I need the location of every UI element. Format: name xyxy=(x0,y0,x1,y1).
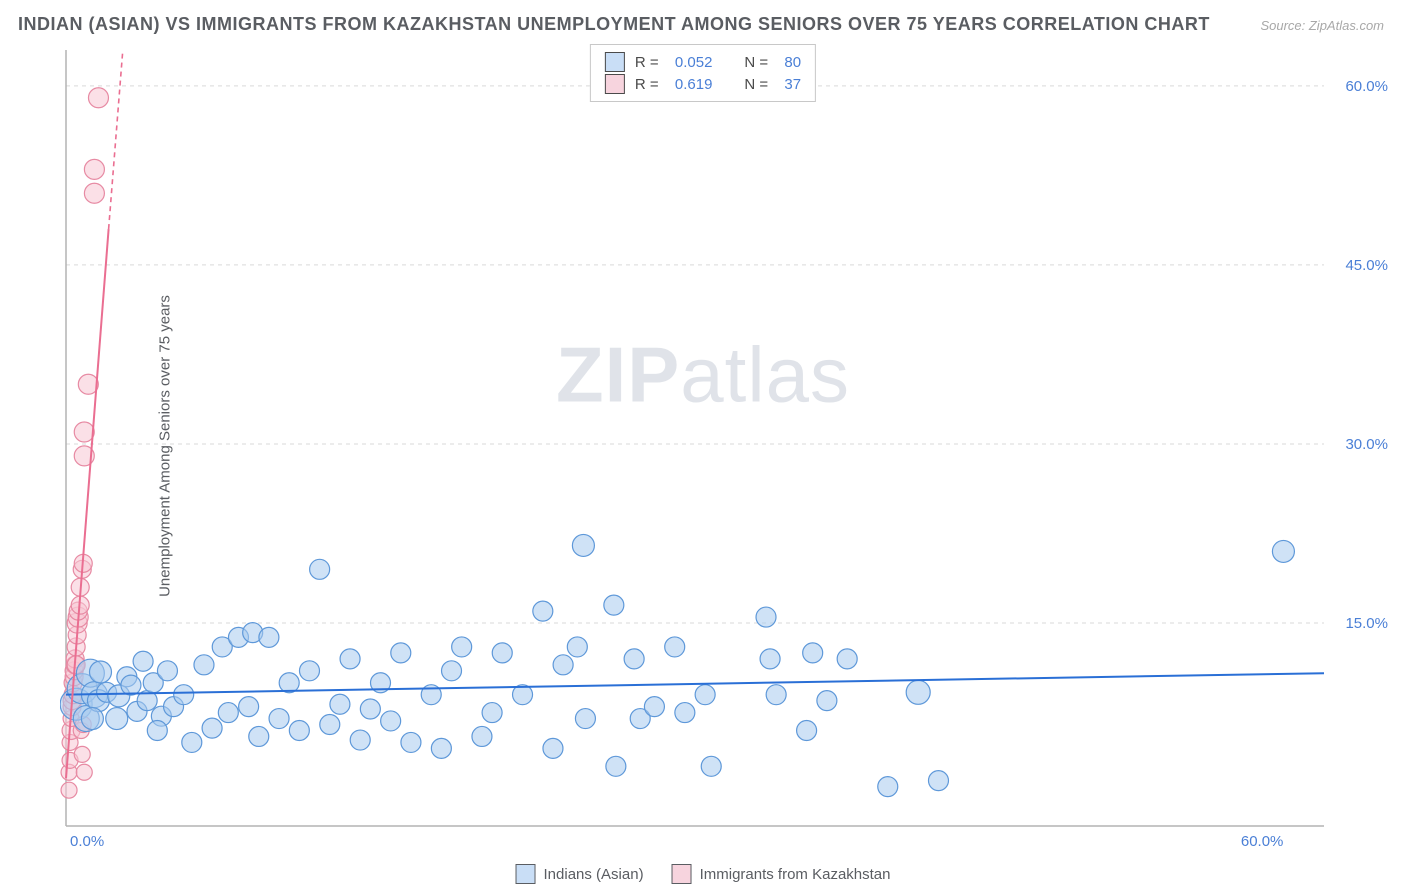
legend-r-value-blue: 0.052 xyxy=(675,54,713,71)
svg-text:15.0%: 15.0% xyxy=(1345,615,1388,632)
legend-swatch-blue xyxy=(605,52,625,72)
legend-r-value-pink: 0.619 xyxy=(675,76,713,93)
svg-text:30.0%: 30.0% xyxy=(1345,436,1388,453)
legend-swatch-blue-icon xyxy=(516,864,536,884)
legend-row-blue: R = 0.052 N = 80 xyxy=(605,51,801,73)
chart-area: 15.0% 30.0% 45.0% 60.0% 0.0% 60.0% xyxy=(60,44,1396,850)
svg-text:60.0%: 60.0% xyxy=(1345,78,1388,95)
svg-text:45.0%: 45.0% xyxy=(1345,257,1388,274)
legend-n-value-blue: 80 xyxy=(784,54,801,71)
legend-n-label: N = xyxy=(744,54,774,71)
legend-item-blue: Indians (Asian) xyxy=(516,864,644,884)
scatter-chart: 15.0% 30.0% 45.0% 60.0% 0.0% 60.0% xyxy=(60,44,1396,850)
svg-text:0.0%: 0.0% xyxy=(70,833,104,850)
chart-title: INDIAN (ASIAN) VS IMMIGRANTS FROM KAZAKH… xyxy=(18,14,1210,35)
legend-n-label: N = xyxy=(744,76,774,93)
legend-swatch-pink xyxy=(605,74,625,94)
legend-r-label: R = xyxy=(635,54,665,71)
source-label: Source: ZipAtlas.com xyxy=(1260,18,1384,33)
correlation-legend: R = 0.052 N = 80 R = 0.619 N = 37 xyxy=(590,44,816,102)
legend-label-pink: Immigrants from Kazakhstan xyxy=(700,866,891,883)
svg-text:60.0%: 60.0% xyxy=(1241,833,1284,850)
legend-r-label: R = xyxy=(635,76,665,93)
legend-n-value-pink: 37 xyxy=(784,76,801,93)
series-legend: Indians (Asian) Immigrants from Kazakhst… xyxy=(516,864,891,884)
legend-swatch-pink-icon xyxy=(672,864,692,884)
legend-label-blue: Indians (Asian) xyxy=(544,866,644,883)
legend-item-pink: Immigrants from Kazakhstan xyxy=(672,864,891,884)
legend-row-pink: R = 0.619 N = 37 xyxy=(605,73,801,95)
